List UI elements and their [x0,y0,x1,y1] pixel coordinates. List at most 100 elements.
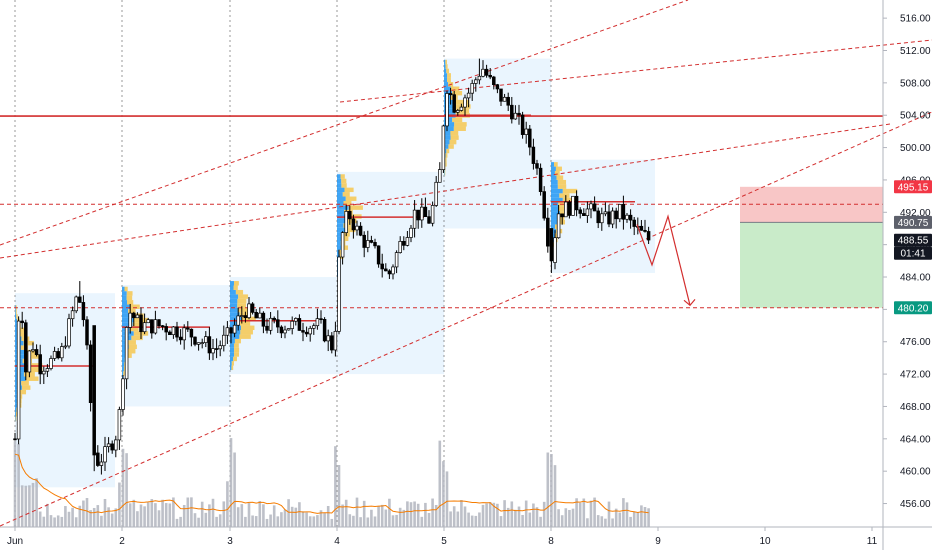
volume-bar [186,497,190,527]
candle-body [420,206,424,221]
profile-bar-yellow [555,166,562,172]
candle-body [20,320,24,324]
volume-bar [334,446,337,527]
volume-bar [247,502,251,527]
volume-bar [24,485,28,527]
profile-bar-blue [444,64,446,69]
profile-bar-yellow [237,307,248,313]
channel-line[interactable] [0,111,932,527]
volume-bar [618,512,622,527]
profile-bar-yellow [126,291,133,296]
candle-body [510,104,514,120]
candle-body [175,326,179,338]
volume-bar [67,511,71,527]
candle-body [193,336,197,345]
profile-bar-yellow [448,144,454,149]
volume-bar [172,497,175,527]
volume-bar [402,509,406,527]
y-tick-label: 464.00 [900,434,931,445]
candle-body [618,204,622,220]
volume-bar [100,515,103,527]
forecast-arrow[interactable] [636,214,696,307]
volume-bar [35,478,38,527]
profile-bar-blue [444,86,451,91]
profile-bar-blue [444,77,448,83]
channel-line[interactable] [339,39,932,103]
take-profit-zone [740,222,883,308]
volume-bar [161,499,164,527]
volume-bar [85,498,89,527]
volume-bar [118,482,121,527]
volume-bar [553,465,557,527]
volume-bar [114,508,118,527]
profile-bar-yellow [234,347,240,353]
profile-bar-blue [551,188,563,194]
profile-bar-blue [551,211,560,216]
volume-bar [107,507,110,527]
candle-body [110,443,114,451]
candle-body [373,242,377,247]
profile-bar-yellow [450,135,459,140]
volume-bar [258,501,262,527]
profile-bar-blue [122,362,125,367]
volume-bar [56,515,60,527]
volume-bar [125,453,128,527]
candle-body [502,96,507,102]
candle-body [625,214,629,220]
candle-body [312,325,316,329]
volume-bar [251,515,254,527]
candle-body [513,112,518,120]
candle-body [31,349,35,352]
forecast-path[interactable] [636,214,691,306]
volume-bar [539,516,542,527]
volume-bar [391,515,395,527]
candle-body [164,326,168,333]
volume-bar [193,513,197,527]
candle-body [430,205,435,224]
candle-body [315,318,320,327]
profile-bar-blue [444,139,450,145]
profile-bar-blue [444,99,456,105]
price-tag-last [894,233,932,247]
candle-body [607,211,611,225]
candle-body [380,263,384,270]
volume-bar [629,516,632,527]
price-tag-label: 488.55 [898,236,929,247]
candle-body [524,128,528,135]
profile-bar-yellow [124,286,128,292]
profile-bar-yellow [126,353,132,358]
profile-bar-blue [122,300,128,305]
candle-body [531,146,536,164]
candle-body [362,234,366,248]
candle-body [132,312,136,319]
volume-bar [211,498,215,527]
profile-bar-yellow [123,371,125,376]
candle-body [276,319,280,328]
price-tag-target [894,301,932,315]
candle-body [520,114,525,135]
candle-body [560,213,564,218]
candle-body [297,318,302,331]
volume-bar [132,499,136,527]
profile-bar-blue [15,323,18,328]
y-tick-label: 460.00 [900,467,931,478]
volume-bar [348,514,352,527]
volume-bar [449,511,452,527]
volume-bar [146,502,150,527]
profile-bar-yellow [20,332,27,337]
profile-bar-yellow [452,90,463,96]
candle-body [49,358,53,369]
horizontal-levels[interactable] [0,115,883,309]
candle-body [463,97,467,108]
price-tag-stop [894,180,932,194]
candle-body [452,94,456,113]
channel-line[interactable] [0,123,891,259]
candle-body [567,201,572,216]
volume-bar [204,512,208,527]
candle-body [621,204,626,220]
volume-bar [416,503,420,527]
profile-bar-yellow [132,322,146,327]
volume-bar [280,512,283,527]
profile-bar-yellow [25,354,39,359]
